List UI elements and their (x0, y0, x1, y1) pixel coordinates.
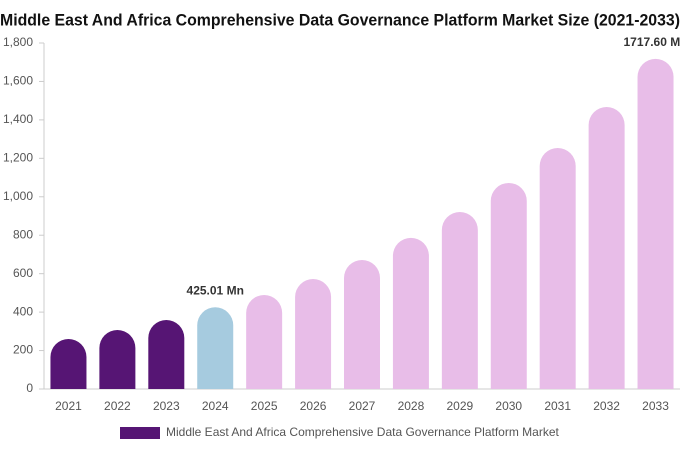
bar (295, 279, 332, 389)
y-tick-label: 200 (13, 343, 33, 357)
y-tick-label: 800 (13, 227, 33, 241)
x-tick-label: 2028 (398, 399, 425, 413)
x-tick-label: 2025 (251, 399, 278, 413)
x-tick-label: 2029 (446, 399, 473, 413)
x-tick-label: 2031 (544, 399, 571, 413)
value-label: 1717.60 Mn (624, 35, 680, 49)
x-tick-label: 2026 (300, 399, 327, 413)
x-tick-label: 2022 (104, 399, 131, 413)
y-tick-label: 0 (26, 381, 33, 395)
y-tick-label: 1,400 (3, 112, 33, 126)
y-tick-label: 400 (13, 304, 33, 318)
x-tick-label: 2032 (593, 399, 620, 413)
legend-label: Middle East And Africa Comprehensive Dat… (166, 425, 560, 439)
y-tick-label: 600 (13, 266, 33, 280)
bar (637, 58, 674, 389)
y-tick-label: 1,000 (3, 189, 33, 203)
bar (50, 339, 87, 389)
x-tick-label: 2033 (642, 399, 669, 413)
bar (344, 260, 380, 389)
bar (392, 237, 429, 389)
bar (441, 211, 478, 389)
bar (246, 295, 283, 389)
y-tick-label: 1,800 (3, 35, 33, 49)
bar (588, 107, 625, 389)
x-tick-label: 2027 (349, 399, 376, 413)
bar (197, 307, 234, 389)
y-tick-label: 1,600 (3, 74, 33, 88)
bar (539, 147, 576, 389)
value-label: 425.01 Mn (187, 283, 244, 297)
bar (148, 319, 185, 389)
x-tick-label: 2023 (153, 399, 180, 413)
x-tick-label: 2021 (55, 399, 82, 413)
x-tick-label: 2030 (495, 399, 522, 413)
y-tick-label: 1,200 (3, 151, 33, 165)
legend-swatch (120, 427, 160, 439)
x-tick-label: 2024 (202, 399, 229, 413)
bar (490, 182, 527, 389)
chart-title: Middle East And Africa Comprehensive Dat… (0, 10, 680, 29)
bar (99, 329, 136, 389)
